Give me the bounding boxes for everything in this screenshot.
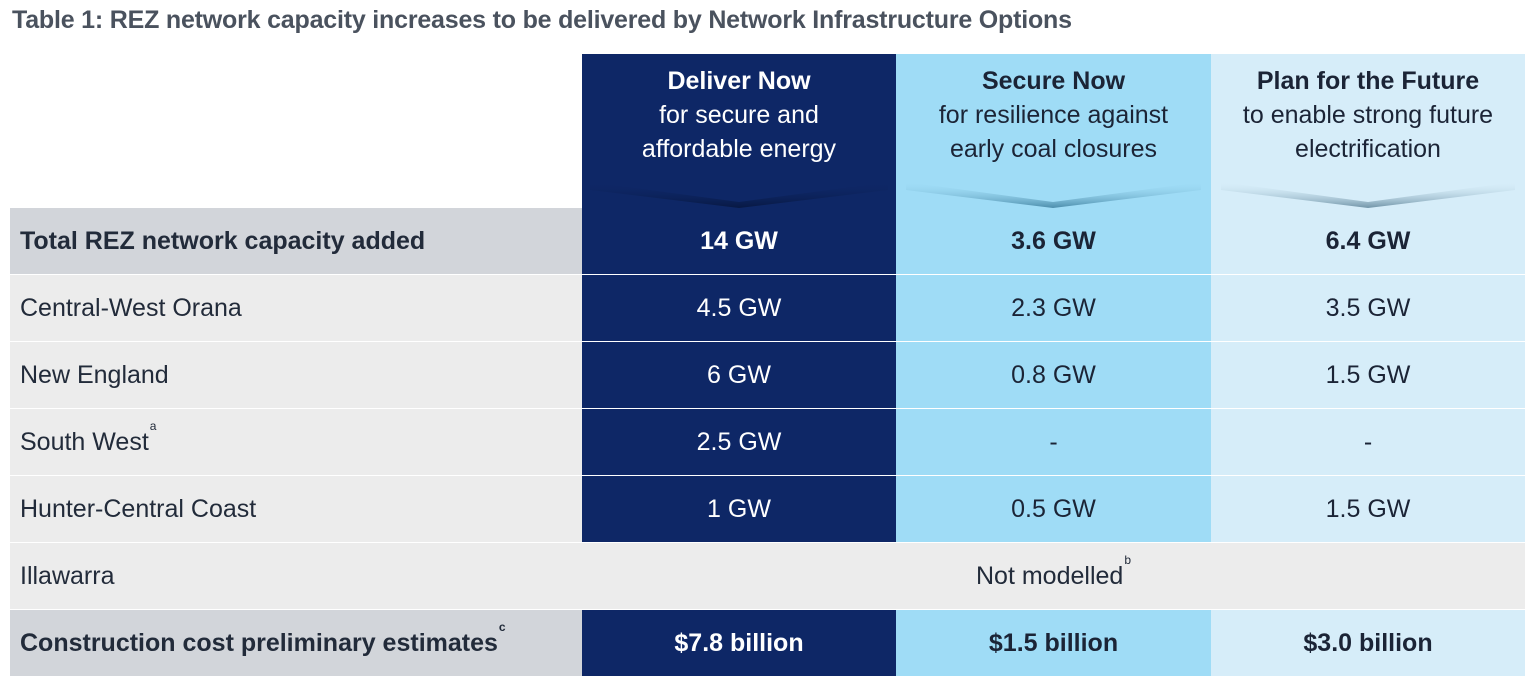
- row-label: Hunter-Central Coast: [10, 476, 582, 542]
- column-heading: Plan for the Future: [1256, 67, 1480, 95]
- cell-not-modelled: Not modelledb: [582, 543, 1525, 609]
- cell-plan-future: $3.0 billion: [1211, 610, 1525, 676]
- table-row-cost: Construction cost preliminary estimatesc…: [10, 610, 1525, 676]
- column-subheading-line2: early coal closures: [949, 135, 1158, 163]
- chevron-down-icon: [906, 182, 1201, 208]
- cell-deliver-now: 1 GW: [582, 476, 896, 542]
- row-label: Construction cost preliminary estimatesc: [10, 610, 582, 676]
- cell-deliver-now: 2.5 GW: [582, 409, 896, 475]
- cell-deliver-now: 6 GW: [582, 342, 896, 408]
- table-row: Hunter-Central Coast 1 GW 0.5 GW 1.5 GW: [10, 476, 1525, 542]
- column-subheading-line1: to enable strong future: [1242, 101, 1494, 129]
- column-heading: Secure Now: [981, 67, 1126, 95]
- cell-secure-now: 0.5 GW: [896, 476, 1211, 542]
- cell-deliver-now: 14 GW: [582, 208, 896, 274]
- cell-plan-future: 1.5 GW: [1211, 342, 1525, 408]
- row-label-text: South West: [20, 428, 149, 456]
- column-subheading-line2: affordable energy: [641, 135, 837, 163]
- span-value: Not modelled: [976, 562, 1124, 590]
- cell-deliver-now: $7.8 billion: [582, 610, 896, 676]
- cell-secure-now: 3.6 GW: [896, 208, 1211, 274]
- cell-plan-future: 6.4 GW: [1211, 208, 1525, 274]
- table-row: South Westa 2.5 GW - -: [10, 409, 1525, 475]
- cell-deliver-now: 4.5 GW: [582, 275, 896, 341]
- table-title: Table 1: REZ network capacity increases …: [12, 6, 1072, 34]
- column-header-secure-now: Secure Now for resilience against early …: [896, 54, 1211, 208]
- table-row: Central-West Orana 4.5 GW 2.3 GW 3.5 GW: [10, 275, 1525, 341]
- row-label: South Westa: [10, 409, 582, 475]
- row-label: Central-West Orana: [10, 275, 582, 341]
- cell-plan-future: 3.5 GW: [1211, 275, 1525, 341]
- cell-secure-now: -: [896, 409, 1211, 475]
- row-label: Total REZ network capacity added: [10, 208, 582, 274]
- row-label-text: Construction cost preliminary estimates: [20, 629, 498, 657]
- footnote-marker: c: [498, 620, 506, 634]
- table-row: Illawarra Not modelledb: [10, 543, 1525, 609]
- column-heading: Deliver Now: [667, 67, 811, 95]
- cell-secure-now: 2.3 GW: [896, 275, 1211, 341]
- column-header-plan-future: Plan for the Future to enable strong fut…: [1211, 54, 1525, 208]
- cell-plan-future: 1.5 GW: [1211, 476, 1525, 542]
- chevron-down-icon: [590, 182, 888, 208]
- chevron-down-icon: [1221, 182, 1515, 208]
- table-row: New England 6 GW 0.8 GW 1.5 GW: [10, 342, 1525, 408]
- column-subheading-line1: for resilience against: [938, 101, 1169, 129]
- footnote-marker: b: [1124, 553, 1131, 567]
- column-subheading-line1: for secure and: [659, 101, 819, 129]
- row-label: Illawarra: [10, 543, 582, 609]
- cell-plan-future: -: [1211, 409, 1525, 475]
- table-row-total: Total REZ network capacity added 14 GW 3…: [10, 208, 1525, 274]
- cell-secure-now: $1.5 billion: [896, 610, 1211, 676]
- row-label: New England: [10, 342, 582, 408]
- cell-secure-now: 0.8 GW: [896, 342, 1211, 408]
- column-subheading-line2: electrification: [1295, 135, 1441, 163]
- footnote-marker: a: [149, 419, 157, 433]
- column-header-deliver-now: Deliver Now for secure and affordable en…: [582, 54, 896, 208]
